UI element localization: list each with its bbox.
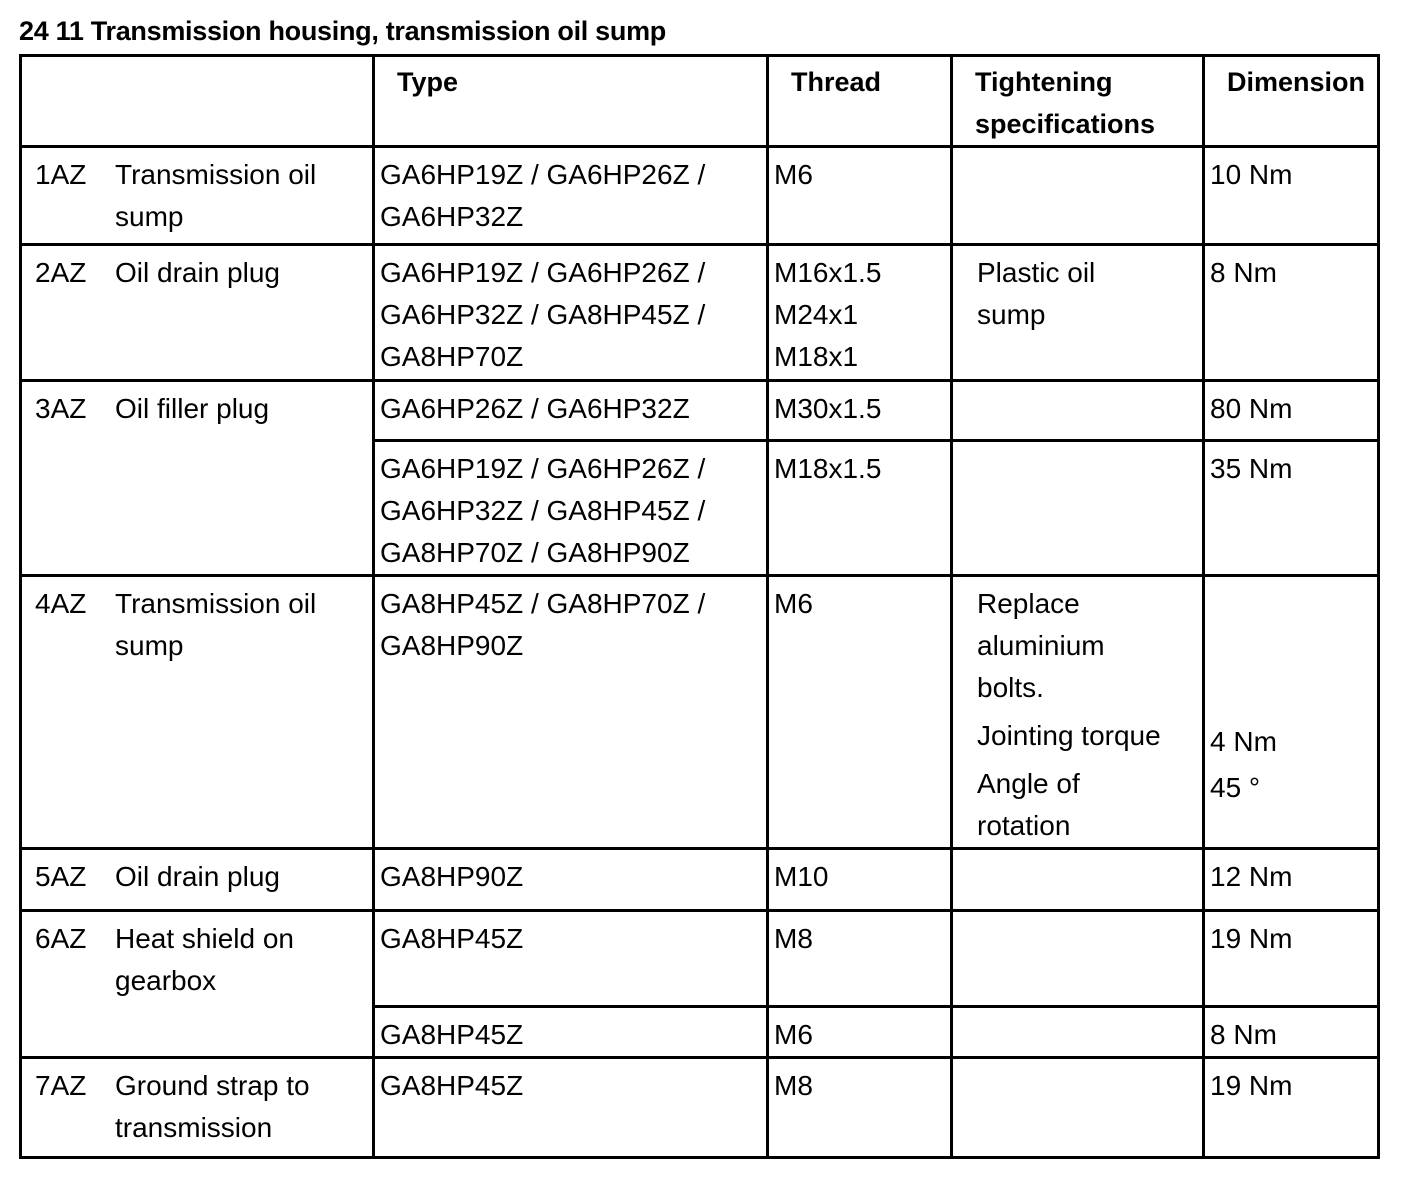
- table-row: 4AZ Transmission oil sump GA8HP45Z / GA8H…: [19, 574, 1380, 850]
- item-id: 1AZ: [35, 159, 87, 190]
- item-description: Transmission oil sump: [115, 588, 317, 661]
- header-tightening: Tightening specifications: [950, 54, 1205, 148]
- type-cell: GA6HP26Z / GA6HP32Z: [372, 379, 769, 442]
- item-cell: 4AZ Transmission oil sump: [19, 574, 375, 850]
- item-id: 6AZ: [35, 923, 87, 954]
- item-id: 3AZ: [35, 393, 87, 424]
- item-description: Oil filler plug: [115, 393, 270, 424]
- thread-cell: M6: [766, 574, 953, 850]
- dimension-cell: 8 Nm: [1202, 243, 1380, 382]
- item-cell: 7AZ Ground strap to transmission: [19, 1056, 375, 1159]
- item-cell: 5AZ Oil drain plug: [19, 847, 375, 912]
- table-row: GA6HP19Z / GA6HP26Z / GA6HP32Z / GA8HP45…: [21, 439, 1380, 577]
- dimension-cell: 4 Nm 45 °: [1202, 574, 1380, 850]
- page-title: 24 11 Transmission housing, transmission…: [19, 16, 666, 46]
- type-cell: GA8HP45Z: [372, 1056, 769, 1159]
- header-dimension: Dimension: [1202, 54, 1380, 148]
- tightening-cell: [950, 1005, 1205, 1059]
- type-cell: GA6HP19Z / GA6HP26Z / GA6HP32Z: [372, 145, 769, 246]
- thread-cell: M30x1.5: [766, 379, 953, 442]
- table-row: 2AZ Oil drain plug GA6HP19Z / GA6HP26Z / …: [19, 243, 1380, 382]
- thread-cell: M10: [766, 847, 953, 912]
- header-item: [19, 54, 375, 148]
- item-cell: 6AZ Heat shield on gearbox: [19, 909, 375, 1059]
- dimension-cell: 35 Nm: [1202, 439, 1380, 577]
- type-cell: GA8HP90Z: [372, 847, 769, 912]
- type-cell: GA6HP19Z / GA6HP26Z / GA6HP32Z / GA8HP45…: [372, 439, 769, 577]
- dimension-jointing-torque: 4 Nm: [1210, 726, 1277, 757]
- item-id: 7AZ: [35, 1070, 87, 1101]
- item-cell: 2AZ Oil drain plug: [19, 243, 375, 382]
- tightening-angle: Angle of rotation: [977, 768, 1080, 841]
- item-cell: 1AZ Transmission oil sump: [19, 145, 375, 246]
- type-cell: GA8HP45Z / GA8HP70Z / GA8HP90Z: [372, 574, 769, 850]
- table-row: 6AZ Heat shield on gearbox GA8HP45Z M8 19…: [19, 909, 1380, 1059]
- dimension-cell: 10 Nm: [1202, 145, 1380, 246]
- table-row: 1AZ Transmission oil sump GA6HP19Z / GA6H…: [19, 145, 1380, 246]
- item-cell: 3AZ Oil filler plug: [19, 379, 375, 577]
- header-type: Type: [372, 54, 769, 148]
- tightening-cell: [950, 847, 1205, 912]
- table-row: 5AZ Oil drain plug GA8HP90Z M10 12 Nm: [19, 847, 1380, 912]
- item-id: 2AZ: [35, 257, 87, 288]
- header-row: Type Thread Tightening specifications Di…: [19, 54, 1380, 148]
- thread-cell: M6: [766, 145, 953, 246]
- type-cell: GA8HP45Z: [372, 1005, 769, 1059]
- table-row: 7AZ Ground strap to transmission GA8HP45Z…: [19, 1056, 1380, 1159]
- item-description: Ground strap to transmission: [115, 1070, 310, 1143]
- tightening-cell: Plastic oil sump: [950, 243, 1205, 382]
- dimension-cell: 12 Nm: [1202, 847, 1380, 912]
- thread-cell: M18x1.5: [766, 439, 953, 577]
- table-row: 3AZ Oil filler plug GA6HP26Z / GA6HP32Z M…: [19, 379, 1380, 577]
- thread-cell: M8: [766, 1056, 953, 1159]
- tightening-note: Replace aluminium bolts.: [977, 588, 1105, 703]
- torque-table: Type Thread Tightening specifications Di…: [19, 54, 1380, 1159]
- type-cell: GA6HP19Z / GA6HP26Z / GA6HP32Z / GA8HP45…: [372, 243, 769, 382]
- type-cell: GA8HP45Z: [372, 909, 769, 1008]
- tightening-cell: [950, 145, 1205, 246]
- dimension-cell: 19 Nm: [1202, 1056, 1380, 1159]
- dimension-cell: 19 Nm: [1202, 909, 1380, 1008]
- tightening-cell: [950, 909, 1205, 1008]
- thread-cell: M6: [766, 1005, 953, 1059]
- thread-cell: M16x1.5 M24x1 M18x1: [766, 243, 953, 382]
- item-description: Transmission oil sump: [115, 159, 317, 232]
- item-description: Oil drain plug: [115, 861, 280, 892]
- thread-cell: M8: [766, 909, 953, 1008]
- dimension-cell: 8 Nm: [1202, 1005, 1380, 1059]
- item-description: Oil drain plug: [115, 257, 280, 288]
- item-description: Heat shield on gearbox: [115, 923, 295, 996]
- header-thread: Thread: [766, 54, 953, 148]
- tightening-cell: [950, 439, 1205, 577]
- dimension-cell: 80 Nm: [1202, 379, 1380, 442]
- table-row: GA8HP45Z M6 8 Nm: [21, 1005, 1380, 1059]
- dimension-angle: 45 °: [1210, 772, 1261, 803]
- tightening-cell: [950, 379, 1205, 442]
- item-id: 4AZ: [35, 588, 87, 619]
- tightening-cell: Replace aluminium bolts. Jointing torque…: [950, 574, 1205, 850]
- tightening-jointing-torque: Jointing torque: [977, 720, 1161, 751]
- tightening-cell: [950, 1056, 1205, 1159]
- item-id: 5AZ: [35, 861, 87, 892]
